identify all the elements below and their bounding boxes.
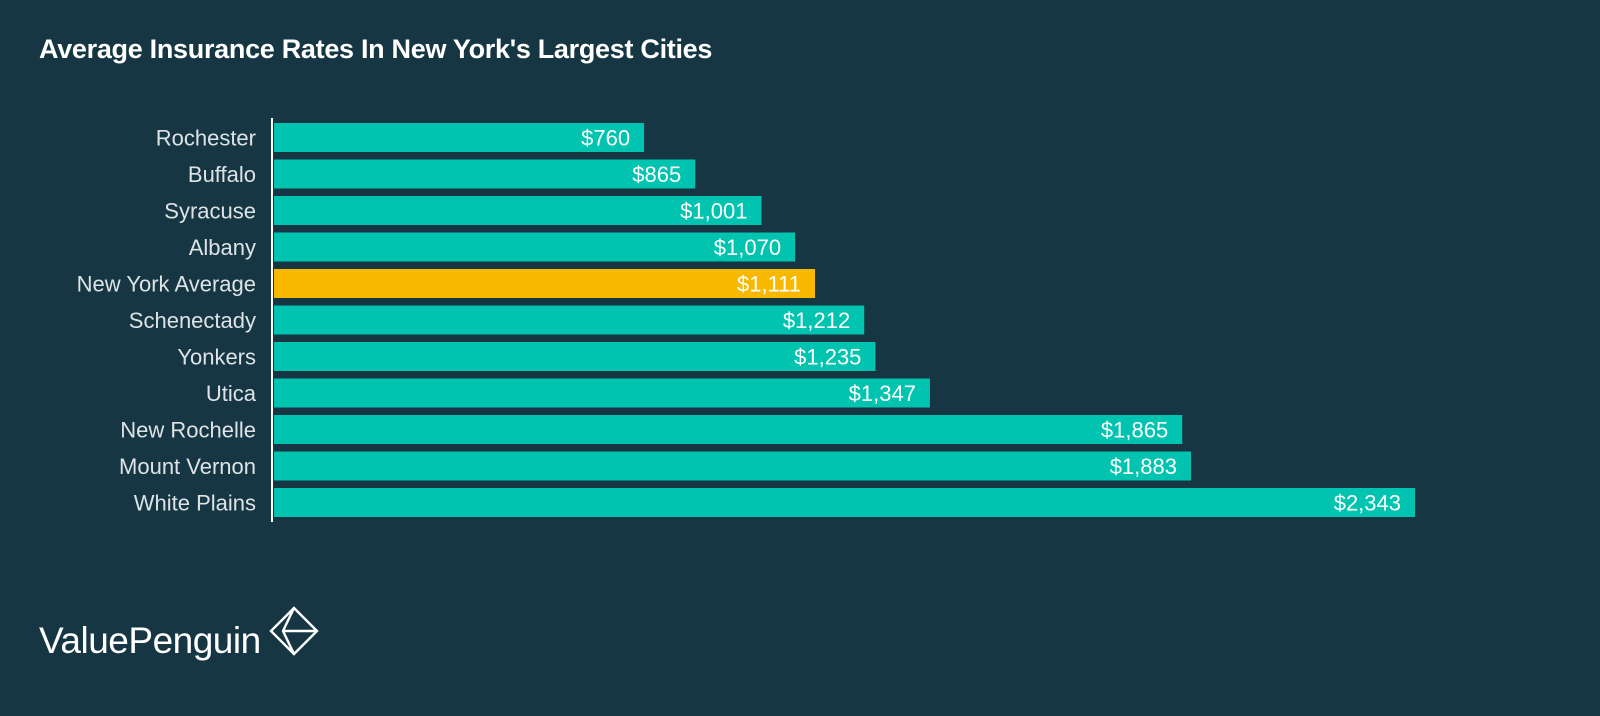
value-label-utica: $1,347 — [849, 381, 916, 406]
bar-new-york-average — [274, 269, 816, 298]
bar-rochester — [274, 123, 645, 152]
category-label-rochester: Rochester — [156, 126, 256, 151]
category-label-albany: Albany — [189, 235, 256, 260]
bar-new-rochelle — [274, 415, 1183, 444]
value-label-schenectady: $1,212 — [783, 308, 850, 333]
brand-footer: ValuePenguin — [39, 606, 319, 661]
bar-mount-vernon — [274, 451, 1191, 481]
valuepenguin-diamond-icon — [268, 606, 319, 661]
bar-utica — [274, 378, 930, 408]
value-label-new-rochelle: $1,865 — [1101, 418, 1168, 443]
bar-buffalo — [274, 159, 696, 189]
value-label-white-plains: $2,343 — [1334, 491, 1401, 516]
category-label-new-york-average: New York Average — [77, 272, 256, 297]
bar-white-plains — [274, 488, 1415, 517]
bar-syracuse — [274, 196, 762, 225]
bar-yonkers — [274, 342, 876, 371]
value-label-albany: $1,070 — [714, 235, 781, 260]
value-label-buffalo: $865 — [632, 162, 681, 187]
value-label-rochester: $760 — [581, 126, 630, 151]
brand-name: ValuePenguin — [39, 620, 261, 661]
value-label-new-york-average: $1,111 — [737, 272, 801, 297]
category-label-yonkers: Yonkers — [177, 345, 256, 370]
category-label-buffalo: Buffalo — [188, 162, 256, 187]
category-label-mount-vernon: Mount Vernon — [119, 454, 256, 479]
category-label-utica: Utica — [206, 381, 257, 406]
value-label-syracuse: $1,001 — [680, 199, 747, 224]
value-label-yonkers: $1,235 — [794, 345, 861, 370]
category-label-syracuse: Syracuse — [164, 199, 256, 224]
chart-title: Average Insurance Rates In New York's La… — [39, 34, 713, 64]
category-label-new-rochelle: New Rochelle — [120, 418, 256, 443]
category-label-white-plains: White Plains — [134, 491, 256, 516]
value-label-mount-vernon: $1,883 — [1110, 454, 1177, 479]
bar-albany — [274, 232, 796, 262]
bar-schenectady — [274, 305, 865, 335]
category-label-schenectady: Schenectady — [129, 308, 256, 333]
